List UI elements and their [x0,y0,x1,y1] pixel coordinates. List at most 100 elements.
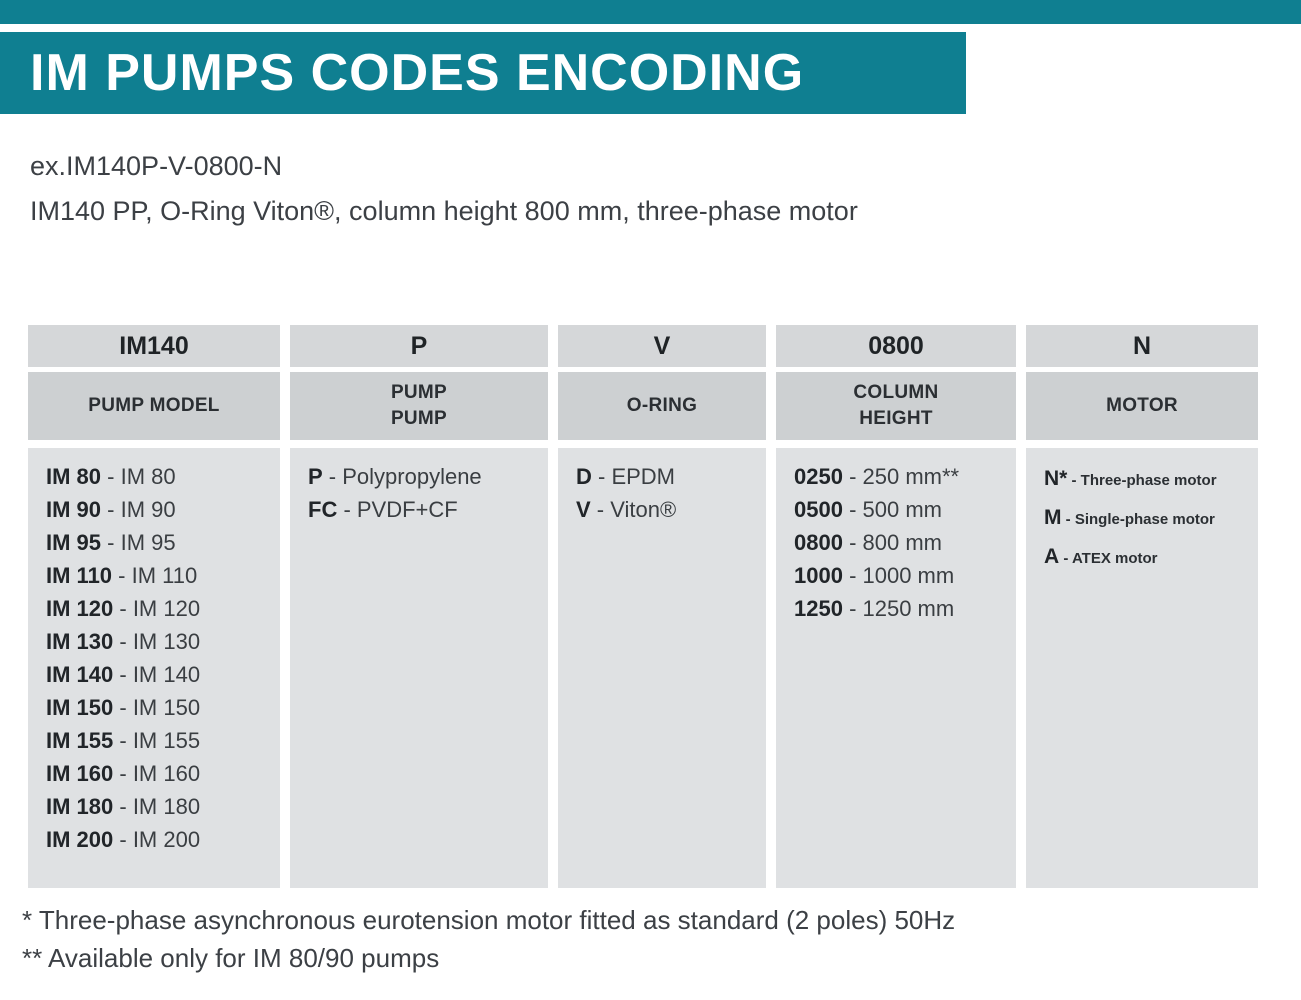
entry-description: - 500 mm [842,497,942,523]
entry-code: N* [1044,467,1068,491]
entry-code: IM 160 [46,761,114,787]
entry-code: M [1044,506,1062,530]
table-column-column-height: 0800 COLUMN HEIGHT 0250 - 250 mm** 0500 - 50… [776,325,1016,889]
entry-description: - 800 mm [842,530,942,556]
column-label-pump-material: PUMP PUMP [290,372,548,441]
column-label-o-ring: O-RING [558,372,766,441]
column-label-line: PUMP [390,381,448,403]
entry-description: - Three-phase motor [1067,472,1217,490]
code-entry: IM 95 - IM 95 [46,526,262,559]
code-entry: P - Polypropylene [308,460,530,493]
column-entries-pump-material: P - Polypropylene FC - PVDF+CF [290,448,548,889]
entry-code: 0500 [794,497,843,523]
table-column-pump-model: IM140 PUMP MODEL IM 80 - IM 80 IM 90 - IM 9… [28,325,280,889]
entry-description: - IM 80 [101,464,176,490]
code-entry: IM 120 - IM 120 [46,592,262,625]
table-column-o-ring: V O-RING D - EPDM V - Viton® [558,325,766,889]
entry-description: - IM 160 [113,761,201,787]
entry-code: IM 90 [46,497,102,523]
entry-code: IM 95 [46,530,102,556]
entry-code: IM 180 [46,794,114,820]
page-header: IM PUMPS CODES ENCODING [0,32,966,114]
footnotes: * Three-phase asynchronous eurotension m… [22,902,1301,977]
code-entry: 1000 - 1000 mm [794,559,998,592]
entry-code: IM 150 [46,695,114,721]
example-description: IM140 PP, O-Ring Viton®, column height 8… [30,195,858,226]
entry-description: - 1000 mm [842,563,955,589]
entry-code: A [1044,545,1060,569]
column-code-o-ring: V [558,325,766,368]
code-entry: IM 80 - IM 80 [46,460,262,493]
example-code: ex.IM140P-V-0800-N [30,151,283,181]
footnote-availability: ** Available only for IM 80/90 pumps [22,942,440,973]
entry-description: - IM 180 [113,794,201,820]
column-label-line: PUMP MODEL [88,394,220,416]
code-entry: IM 155 - IM 155 [46,724,262,757]
entry-code: IM 140 [46,662,114,688]
entry-description: - 1250 mm [842,596,955,622]
table-column-motor: N MOTOR N* - Three-phase motor M - Single-p… [1026,325,1258,889]
column-code-motor: N [1026,325,1258,368]
entry-description: - IM 110 [112,563,198,589]
column-label-pump-model: PUMP MODEL [28,372,280,441]
column-entries-pump-model: IM 80 - IM 80 IM 90 - IM 90 IM 95 - IM 95 I… [28,448,280,889]
entry-description: - IM 95 [101,530,176,556]
code-entry: M - Single-phase motor [1044,499,1240,538]
entry-code: 1000 [794,563,843,589]
entry-description: - IM 155 [113,728,201,754]
column-code-pump-model: IM140 [28,325,280,368]
entry-code: FC [308,497,338,523]
entry-description: - IM 120 [113,596,201,622]
entry-code: IM 120 [46,596,114,622]
column-code-column-height: 0800 [776,325,1016,368]
code-entry: 0800 - 800 mm [794,526,998,559]
entry-description: - Viton® [590,497,677,523]
entry-code: IM 200 [46,827,114,853]
table-column-pump-material: P PUMP PUMP P - Polypropylene FC - PVDF+CF [290,325,548,889]
entry-description: - 250 mm** [842,464,960,490]
column-label-line: MOTOR [1106,394,1178,416]
code-entry: IM 150 - IM 150 [46,691,262,724]
entry-code: D [576,464,592,490]
code-entry: 0250 - 250 mm** [794,460,998,493]
column-label-motor: MOTOR [1026,372,1258,441]
column-label-line: HEIGHT [859,408,933,430]
entry-code: V [576,497,591,523]
code-entry: IM 130 - IM 130 [46,625,262,658]
column-label-line: COLUMN [853,381,939,403]
entry-code: P [308,464,323,490]
entry-code: IM 110 [46,563,113,589]
code-entry: IM 180 - IM 180 [46,790,262,823]
code-entry: IM 110 - IM 110 [46,559,262,592]
entry-code: IM 130 [46,629,114,655]
column-entries-column-height: 0250 - 250 mm** 0500 - 500 mm 0800 - 800 m… [776,448,1016,889]
code-entry: IM 200 - IM 200 [46,823,262,856]
column-entries-o-ring: D - EPDM V - Viton® [558,448,766,889]
entry-code: 0250 [794,464,843,490]
code-entry: D - EPDM [576,460,748,493]
top-accent-bar [0,0,1301,24]
entry-code: IM 155 [46,728,114,754]
entry-description: - IM 90 [101,497,176,523]
entry-description: - IM 150 [113,695,201,721]
column-label-line: PUMP [390,408,448,430]
entry-description: - EPDM [591,464,676,490]
page-title: IM PUMPS CODES ENCODING [30,44,805,102]
column-entries-motor: N* - Three-phase motor M - Single-phase m… [1026,448,1258,889]
example-block: ex.IM140P-V-0800-N IM140 PP, O-Ring Vito… [30,144,1301,233]
code-entry: IM 90 - IM 90 [46,493,262,526]
entry-description: - PVDF+CF [337,497,458,523]
code-entry: 0500 - 500 mm [794,493,998,526]
entry-description: - IM 200 [113,827,201,853]
entry-description: - ATEX motor [1059,550,1158,568]
column-label-column-height: COLUMN HEIGHT [776,372,1016,441]
code-entry: A - ATEX motor [1044,538,1240,577]
codes-table: IM140 PUMP MODEL IM 80 - IM 80 IM 90 - IM 9… [28,325,1301,889]
entry-description: - Single-phase motor [1061,511,1215,529]
entry-code: 1250 [794,596,843,622]
code-entry: V - Viton® [576,493,748,526]
entry-code: IM 80 [46,464,102,490]
entry-code: 0800 [794,530,843,556]
column-code-pump-material: P [290,325,548,368]
entry-description: - IM 130 [113,629,201,655]
